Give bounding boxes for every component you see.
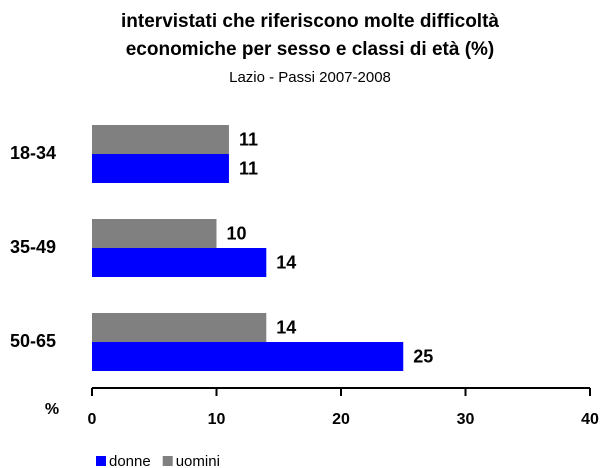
bar — [92, 154, 229, 183]
data-label: 10 — [227, 223, 247, 243]
legend-swatch — [162, 456, 173, 466]
data-label: 14 — [276, 252, 296, 272]
legend-label: donne — [109, 453, 151, 468]
x-tick-label: 0 — [88, 411, 97, 428]
x-tick-label: 10 — [208, 411, 226, 428]
bar — [92, 313, 267, 342]
x-axis-label: % — [45, 401, 59, 418]
y-tick-label: 18-34 — [10, 143, 56, 163]
chart-title: economiche per sesso e classi di età (%) — [126, 39, 495, 60]
data-label: 14 — [276, 317, 296, 337]
x-tick-label: 40 — [581, 411, 599, 428]
bar — [92, 342, 404, 371]
y-tick-label: 35-49 — [10, 237, 56, 257]
x-tick-label: 20 — [332, 411, 350, 428]
bar — [92, 219, 217, 248]
chart-title: intervistati che riferiscono molte diffi… — [121, 11, 499, 32]
legend-label: uomini — [176, 453, 220, 468]
x-tick-label: 30 — [457, 411, 475, 428]
data-label: 25 — [413, 346, 433, 366]
y-tick-label: 50-65 — [10, 331, 56, 351]
data-label: 11 — [239, 129, 258, 149]
legend-swatch — [96, 456, 106, 466]
chart-subtitle: Lazio - Passi 2007-2008 — [229, 69, 391, 86]
data-label: 11 — [239, 158, 258, 178]
bar — [92, 125, 229, 154]
bar — [92, 248, 267, 277]
